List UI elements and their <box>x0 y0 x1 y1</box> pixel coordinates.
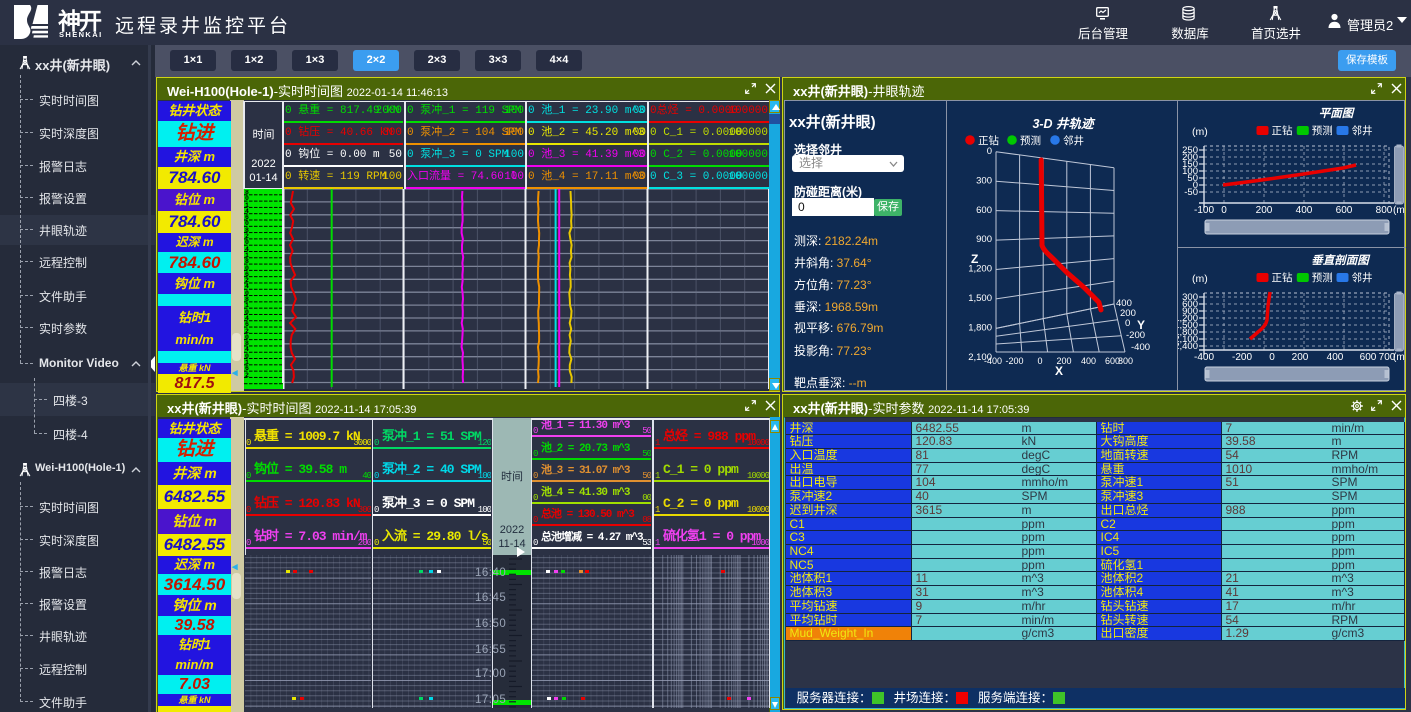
svg-text:(m): (m) <box>1393 205 1405 216</box>
svg-text:平面图: 平面图 <box>1319 107 1356 120</box>
svg-text:0: 0 <box>987 146 992 157</box>
svg-text:100: 100 <box>1182 166 1198 177</box>
svg-text:0: 0 <box>1125 318 1130 329</box>
svg-text:400: 400 <box>1327 352 1344 363</box>
svg-text:2,100: 2,100 <box>968 352 992 363</box>
svg-text:预测: 预测 <box>1020 134 1041 147</box>
svg-text:1,800: 1,800 <box>1178 327 1198 338</box>
svg-text:700: 700 <box>1379 352 1396 363</box>
svg-text:600: 600 <box>1105 356 1120 366</box>
svg-text:600: 600 <box>976 205 992 216</box>
svg-text:邻井: 邻井 <box>1352 124 1373 137</box>
svg-text:-100: -100 <box>1194 205 1214 216</box>
svg-text:200: 200 <box>1256 205 1273 216</box>
svg-text:1,800: 1,800 <box>968 322 992 333</box>
svg-text:-400: -400 <box>1131 342 1150 353</box>
svg-text:正钻: 正钻 <box>1272 124 1294 137</box>
svg-text:-200: -200 <box>1126 330 1145 341</box>
svg-text:300: 300 <box>1182 292 1198 303</box>
svg-text:600: 600 <box>1336 205 1353 216</box>
svg-text:0: 0 <box>1193 180 1198 191</box>
svg-text:(m): (m) <box>1192 273 1208 285</box>
svg-text:预测: 预测 <box>1312 124 1333 137</box>
svg-text:Z: Z <box>971 252 978 266</box>
svg-text:800: 800 <box>1118 356 1133 366</box>
svg-text:(m): (m) <box>1393 352 1405 363</box>
svg-text:600: 600 <box>1360 352 1377 363</box>
svg-text:Y: Y <box>1137 318 1145 332</box>
svg-text:垂直剖面图: 垂直剖面图 <box>1311 254 1371 267</box>
svg-text:200: 200 <box>1120 308 1136 319</box>
svg-text:3-D 井轨迹: 3-D 井轨迹 <box>1032 117 1096 131</box>
svg-text:-400: -400 <box>1194 352 1214 363</box>
svg-text:600: 600 <box>1182 299 1198 310</box>
svg-text:1,500: 1,500 <box>968 293 992 304</box>
svg-text:X: X <box>1055 364 1063 378</box>
svg-text:-400: -400 <box>984 356 1002 366</box>
svg-text:200: 200 <box>1182 152 1198 163</box>
svg-text:1,200: 1,200 <box>968 264 992 275</box>
svg-text:(m): (m) <box>1192 126 1208 138</box>
svg-text:800: 800 <box>1376 205 1393 216</box>
svg-text:900: 900 <box>1182 306 1198 317</box>
svg-text:900: 900 <box>976 234 992 245</box>
svg-text:400: 400 <box>1296 205 1313 216</box>
svg-text:邻井: 邻井 <box>1063 134 1084 147</box>
svg-text:-50: -50 <box>1184 187 1198 198</box>
svg-text:50: 50 <box>1187 173 1198 184</box>
svg-text:正钻: 正钻 <box>978 134 999 147</box>
svg-text:1,200: 1,200 <box>1178 313 1198 324</box>
svg-text:150: 150 <box>1182 159 1198 170</box>
svg-text:正钻: 正钻 <box>1272 271 1294 284</box>
svg-text:2,100: 2,100 <box>1178 334 1198 345</box>
svg-text:200: 200 <box>1292 352 1309 363</box>
svg-text:邻井: 邻井 <box>1352 271 1373 284</box>
svg-text:0: 0 <box>1221 205 1227 216</box>
svg-text:2,400: 2,400 <box>1178 341 1198 352</box>
svg-text:400: 400 <box>1081 356 1096 366</box>
svg-text:1,500: 1,500 <box>1178 320 1198 331</box>
svg-text:-200: -200 <box>1232 352 1252 363</box>
svg-text:250: 250 <box>1182 145 1198 156</box>
svg-text:200: 200 <box>1056 356 1071 366</box>
svg-text:300: 300 <box>976 175 992 186</box>
svg-text:400: 400 <box>1116 298 1132 309</box>
svg-text:0: 0 <box>1037 356 1042 366</box>
svg-text:预测: 预测 <box>1312 271 1333 284</box>
svg-text:-200: -200 <box>1005 356 1023 366</box>
svg-text:0: 0 <box>1269 352 1275 363</box>
